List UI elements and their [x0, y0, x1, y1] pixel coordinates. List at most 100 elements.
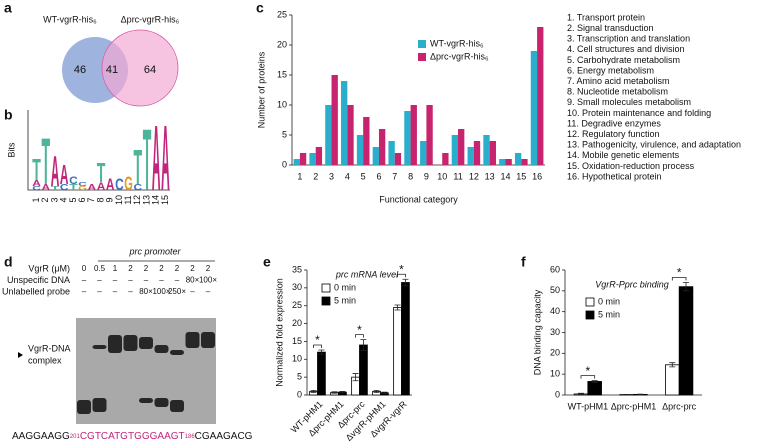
- logo-letter: C: [115, 176, 124, 194]
- logo-letter: C: [60, 183, 69, 192]
- x-tick-label: 1: [31, 197, 41, 202]
- significance-bracket: [397, 273, 406, 278]
- bar: [489, 141, 496, 165]
- logo-letter: T: [51, 185, 60, 191]
- bar: [587, 381, 602, 396]
- bar: [473, 141, 481, 165]
- sequence-part: CGTCATGTGGGAAGT: [80, 431, 185, 442]
- error-bar: [394, 304, 401, 311]
- significance-label: *: [399, 262, 404, 276]
- row-cell: –: [144, 276, 149, 285]
- row-cell: –: [175, 276, 180, 285]
- logo-letter: A: [60, 160, 69, 191]
- gel-band: [77, 400, 91, 414]
- sequence: AAGGAAGG201CGTCATGTGGGAAGT186CGAAGACG: [12, 431, 253, 442]
- bar: [299, 153, 307, 165]
- x-tick-label: 11: [123, 195, 133, 204]
- bar: [442, 153, 449, 165]
- sequence-part: CGAAGACG: [195, 431, 253, 442]
- x-tick-label: 9: [424, 171, 429, 181]
- category-name: 8. Nucleotide metabolism: [567, 87, 668, 97]
- row-cell: –: [97, 276, 102, 285]
- legend-label: 5 min: [334, 295, 356, 305]
- bar: [665, 364, 680, 396]
- row-cell: 2: [144, 264, 149, 273]
- bar: [341, 81, 348, 165]
- gel-band: [154, 345, 169, 353]
- row-cell: –: [159, 276, 164, 285]
- y-tick-label: 25: [292, 300, 302, 310]
- row-cell: –: [206, 287, 211, 296]
- x-tick-label: 16: [532, 171, 542, 181]
- significance-label: *: [315, 333, 320, 347]
- row-cell: –: [128, 287, 133, 296]
- x-axis-title: Functional category: [379, 194, 458, 204]
- logo-letter: C: [134, 183, 143, 192]
- row-cell: –: [128, 276, 133, 285]
- x-tick-label: 15: [516, 171, 526, 181]
- y-axis-title: Normalized fold expression: [274, 278, 284, 387]
- row-cell: 100×: [199, 276, 217, 285]
- panel-label: b: [4, 107, 13, 123]
- y-tick-label: 10: [550, 369, 560, 379]
- y-tick-label: 0: [297, 389, 302, 399]
- bar: [404, 111, 411, 165]
- sequence-part: AAGGAAGG: [12, 431, 70, 442]
- row-cell: 2: [206, 264, 211, 273]
- row-cell: 2: [175, 264, 180, 273]
- venn-count: 46: [74, 64, 86, 76]
- bar: [388, 141, 395, 165]
- x-tick-label: 13: [141, 195, 151, 205]
- y-tick-label: 10: [292, 354, 302, 364]
- y-tick-label: 0: [282, 159, 287, 169]
- category-name: 3. Transcription and translation: [567, 34, 690, 44]
- logo-letter: A: [106, 176, 115, 194]
- bar: [530, 51, 538, 165]
- error-bar: [577, 392, 584, 395]
- panel-label: f: [521, 254, 526, 270]
- row-label: Unlabelled probe: [2, 286, 70, 296]
- category-name: 13. Pathogenicity, virulence, and adapta…: [567, 140, 741, 150]
- bar: [410, 105, 417, 165]
- gel-band: [123, 335, 138, 351]
- x-tick-label: 12: [132, 195, 142, 205]
- category-name: 1. Transport protein: [567, 12, 645, 22]
- chart-title: VgrR-Pprc binding: [595, 279, 669, 289]
- y-tick-label: 5: [282, 129, 287, 139]
- significance-label: *: [585, 364, 590, 378]
- bar: [331, 75, 338, 165]
- row-cell: 2: [128, 264, 133, 273]
- bar: [499, 159, 506, 165]
- gel-band: [92, 345, 107, 349]
- venn-count: 64: [144, 64, 156, 76]
- bar: [451, 135, 459, 165]
- row-cell: 1: [113, 264, 118, 273]
- x-tick-label: 8: [95, 197, 105, 202]
- y-tick-label: 25: [277, 9, 287, 19]
- logo-letter: A: [161, 107, 170, 211]
- error-bar: [373, 389, 380, 393]
- bar: [514, 153, 522, 165]
- logo-letter: A: [42, 183, 51, 192]
- significance-bracket: [355, 334, 364, 338]
- error-bar: [669, 362, 676, 368]
- significance-label: *: [357, 323, 362, 337]
- row-cell: –: [82, 276, 87, 285]
- x-tick-label: 6: [376, 171, 381, 181]
- gel-band: [139, 398, 153, 403]
- y-tick-label: 60: [550, 264, 560, 274]
- set-name: WT-vgrR-his₆: [43, 14, 97, 24]
- y-tick-label: 15: [292, 336, 302, 346]
- logo-letter: T: [42, 124, 51, 198]
- bar: [293, 159, 300, 165]
- x-tick-label: 9: [105, 197, 115, 202]
- logo-letter: C: [69, 176, 78, 187]
- y-tick-label: 30: [292, 282, 302, 292]
- bar: [372, 147, 379, 165]
- logo-letter: C: [32, 185, 41, 191]
- x-tick-label: 4: [59, 197, 69, 202]
- legend-label: WT-vgrR-his₆: [430, 38, 484, 48]
- gel-band: [139, 337, 153, 349]
- legend-swatch: [321, 283, 331, 293]
- y-tick-label: 20: [277, 39, 287, 49]
